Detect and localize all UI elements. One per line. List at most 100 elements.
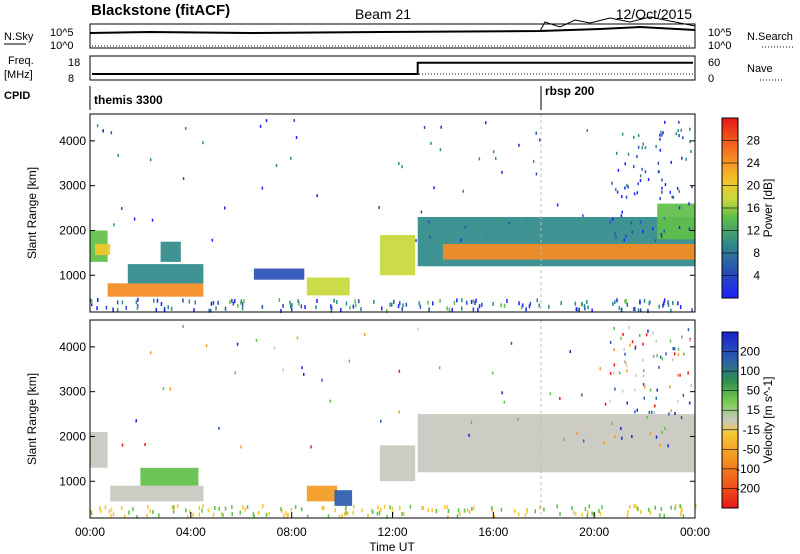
power-speck-98 <box>474 301 476 305</box>
power-band-6 <box>306 277 350 296</box>
velocity-speck-66 <box>640 509 642 514</box>
power-speck-70 <box>112 307 114 312</box>
date-title: 12/Oct/2015 <box>616 6 692 22</box>
power-speck-156 <box>583 303 586 308</box>
velocity-speck-26 <box>539 505 541 510</box>
power-speck-29 <box>137 297 139 302</box>
velocity-speck-155 <box>244 507 246 512</box>
velocity-speck-18 <box>594 512 596 517</box>
power-speck-36 <box>538 303 540 308</box>
power-speck-104 <box>620 307 623 312</box>
velocity-echo-24 <box>664 427 666 430</box>
velocity-ytick-label-2: 3000 <box>59 385 86 399</box>
power-speck-23 <box>402 303 404 308</box>
power-frame <box>89 113 696 313</box>
velocity-speck-5 <box>378 511 381 515</box>
nsky-tick-bottom: 10^0 <box>50 40 74 52</box>
velocity-speck-153 <box>633 504 635 508</box>
power-colorbar-tick-label-2: 20 <box>747 179 761 193</box>
velocity-speck-27 <box>422 506 424 510</box>
power-echo-12 <box>624 186 626 190</box>
power-echo-42 <box>659 148 662 152</box>
velocity-speck-76 <box>401 512 403 516</box>
velocity-echo-115 <box>121 443 124 447</box>
nsearch-label: N.Search <box>747 31 793 43</box>
nsky-spikes <box>539 16 696 32</box>
velocity-echo-26 <box>633 424 635 428</box>
power-echo-41 <box>518 143 520 147</box>
velocity-speck-126 <box>187 514 189 519</box>
velocity-echo-28 <box>655 396 657 400</box>
velocity-echo-42 <box>613 371 615 375</box>
power-speck-37 <box>234 299 236 304</box>
velocity-speck-106 <box>463 508 466 513</box>
power-echo-34 <box>660 233 663 237</box>
velocity-speck-55 <box>207 508 210 513</box>
power-echo-100 <box>211 238 214 242</box>
power-echo-69 <box>680 128 682 132</box>
power-echo-10 <box>661 190 663 194</box>
velocity-echo-33 <box>503 400 506 404</box>
velocity-speck-93 <box>338 514 341 519</box>
power-speck-118 <box>637 308 640 313</box>
velocity-speck-109 <box>663 513 665 518</box>
velocity-echo-10 <box>651 410 653 414</box>
velocity-colorbar-tick-label-0: 200 <box>740 345 760 359</box>
power-speck-136 <box>575 307 578 312</box>
nsky-panel <box>89 23 696 49</box>
power-speck-4 <box>584 306 586 311</box>
velocity-colorbar-label: Velocity [m s^-1] <box>761 377 775 464</box>
velocity-speck-19 <box>327 514 330 519</box>
power-echo-49 <box>293 119 295 122</box>
power-speck-35 <box>91 302 93 307</box>
power-echo-54 <box>495 156 497 160</box>
velocity-echo-133 <box>470 420 473 424</box>
velocity-echo-51 <box>576 431 578 435</box>
velocity-echo-127 <box>150 351 152 355</box>
velocity-speck-102 <box>376 511 379 516</box>
velocity-echo-13 <box>626 369 628 373</box>
power-band-3 <box>127 264 204 284</box>
power-echo-44 <box>184 126 187 130</box>
power-speck-157 <box>591 308 593 313</box>
power-echo-130 <box>621 132 624 136</box>
power-echo-45 <box>526 220 529 224</box>
velocity-speck-104 <box>192 512 194 517</box>
nsearch-tick-top: 10^5 <box>708 27 732 39</box>
velocity-speck-72 <box>571 506 573 511</box>
power-echo-127 <box>586 129 588 133</box>
velocity-echo-53 <box>674 352 676 356</box>
velocity-speck-28 <box>681 507 683 512</box>
power-speck-24 <box>658 304 660 309</box>
power-echo-39 <box>133 217 136 221</box>
power-speck-68 <box>670 308 672 313</box>
power-echo-98 <box>316 194 318 198</box>
power-speck-153 <box>677 301 679 306</box>
power-speck-112 <box>667 302 670 307</box>
power-ytick-label-3: 4000 <box>59 134 86 148</box>
velocity-band-0 <box>90 432 108 468</box>
power-echo-139 <box>678 189 680 193</box>
power-echo-109 <box>678 134 680 138</box>
velocity-speck-135 <box>524 513 527 518</box>
power-speck-150 <box>243 299 245 304</box>
velocity-echo-27 <box>644 385 646 389</box>
power-speck-38 <box>316 299 318 303</box>
velocity-speck-15 <box>110 507 113 512</box>
velocity-echo-73 <box>646 416 648 420</box>
velocity-echo-20 <box>639 333 641 337</box>
velocity-echo-6 <box>282 368 284 372</box>
power-echo-128 <box>290 156 292 160</box>
power-speck-123 <box>639 299 641 304</box>
power-echo-89 <box>478 157 481 161</box>
velocity-echo-68 <box>656 354 658 358</box>
velocity-speck-8 <box>447 509 450 513</box>
power-speck-30 <box>472 307 475 312</box>
power-echo-115 <box>689 140 691 144</box>
velocity-echo-56 <box>438 366 441 370</box>
velocity-echo-88 <box>348 359 351 363</box>
velocity-yticks: 1000 2000 3000 4000 <box>59 340 695 488</box>
power-echo-57 <box>625 195 628 199</box>
velocity-speck-38 <box>334 508 336 513</box>
velocity-echo-123 <box>669 339 672 343</box>
